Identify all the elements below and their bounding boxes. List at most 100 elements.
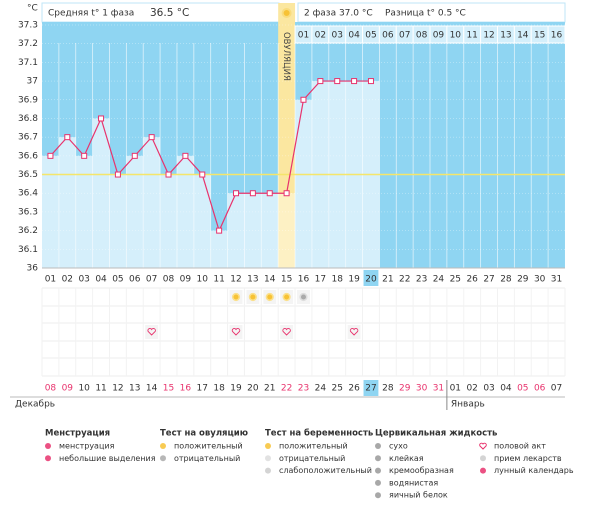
x-tick-label: 20 <box>365 275 377 285</box>
legend-icon <box>45 455 51 462</box>
phase2-day: 10 <box>450 31 462 41</box>
x-tick-label: 25 <box>450 275 461 285</box>
temp-line <box>49 80 371 233</box>
temp-point <box>165 171 172 178</box>
y-tick-label: 36.8 <box>18 114 38 124</box>
x-tick-label: 11 <box>213 275 224 285</box>
date: 03 <box>483 384 494 394</box>
heart <box>147 328 156 336</box>
unit: °C <box>27 4 38 14</box>
diff: Разница t° 0.5 °С <box>385 9 466 19</box>
date: 27 <box>365 384 376 394</box>
temp-bar <box>278 193 296 268</box>
x-tick-label: 21 <box>382 275 393 285</box>
legend-item: положительный <box>174 442 243 451</box>
x-tick-label: 23 <box>416 275 427 285</box>
temp-bar <box>58 137 76 268</box>
x-tick-label: 18 <box>331 275 343 285</box>
legend-icon <box>265 467 271 474</box>
temp-bar <box>92 118 110 268</box>
ovulation-test <box>299 292 308 302</box>
legend-item: небольшие выделения <box>59 454 156 463</box>
legend-item: яичный белок <box>389 491 448 500</box>
x-tick-label: 03 <box>78 275 89 285</box>
temp-bar <box>193 174 211 268</box>
date-highlight <box>363 380 379 396</box>
y-tick-label: 36.4 <box>18 189 38 199</box>
phase2-cell <box>547 25 566 44</box>
date: 17 <box>197 384 208 394</box>
x-tick-label: 05 <box>112 275 123 285</box>
date: 20 <box>247 384 259 394</box>
legend-icon <box>479 442 487 450</box>
y-tick-label: 36.9 <box>18 95 38 105</box>
legend-icon <box>375 467 381 474</box>
temp-point <box>182 152 189 159</box>
day-highlight <box>363 270 379 286</box>
legend-icon <box>375 479 381 486</box>
y-tick-label: 36.6 <box>18 151 38 161</box>
date: 07 <box>551 384 562 394</box>
date: 15 <box>163 384 174 394</box>
x-tick-label: 08 <box>163 275 175 285</box>
x-tick-label: 14 <box>264 275 276 285</box>
x-tick-label: 26 <box>466 275 478 285</box>
date: 23 <box>298 384 309 394</box>
date: 25 <box>331 384 342 394</box>
y-tick-label: 36.3 <box>18 207 38 217</box>
y-tick-label: 36.2 <box>18 226 38 236</box>
sun-icon <box>281 8 292 18</box>
y-tick-label: 36.1 <box>18 245 38 255</box>
x-tick-label: 27 <box>483 275 494 285</box>
legend-title: Цервикальная жидкость <box>375 429 497 439</box>
date: 14 <box>146 384 158 394</box>
legend-item: отрицательный <box>279 454 345 463</box>
date: 04 <box>500 384 512 394</box>
phase2-day: 02 <box>315 31 326 41</box>
phase2-day: 05 <box>365 31 376 41</box>
legend-icon <box>375 455 381 462</box>
temp-bar <box>227 193 245 268</box>
temp-point <box>367 78 374 85</box>
legend-item: слабоположительный <box>279 466 372 475</box>
heart <box>282 328 291 336</box>
x-tick-label: 29 <box>517 275 529 285</box>
legend-icon <box>265 455 271 462</box>
legend-icon <box>265 443 271 449</box>
y-tick-label: 37 <box>27 77 38 87</box>
x-tick-label: 22 <box>399 275 410 285</box>
legend-item: отрицательный <box>174 454 240 463</box>
date: 22 <box>281 384 292 394</box>
legend-icon <box>160 455 166 462</box>
temp-bar <box>176 155 194 268</box>
x-tick-label: 01 <box>45 275 56 285</box>
month: Январь <box>451 400 485 410</box>
x-tick-label: 12 <box>230 275 241 285</box>
x-tick-label: 16 <box>298 275 310 285</box>
phase1-value: 36.5 °С <box>150 7 189 19</box>
x-tick-label: 24 <box>433 275 445 285</box>
date: 05 <box>517 384 528 394</box>
y-tick-label: 36 <box>27 264 39 274</box>
legend-item: кремообразная <box>389 466 454 475</box>
date: 02 <box>466 384 477 394</box>
legend-item: клейкая <box>389 454 424 463</box>
temp-point <box>81 152 88 159</box>
temp-point <box>283 190 290 197</box>
x-tick-label: 15 <box>281 275 292 285</box>
legend-icon <box>480 467 486 474</box>
temp-bar <box>160 174 177 268</box>
temp-point <box>64 134 71 141</box>
ovulation-label: ОВУЛЯЦИЯ <box>281 32 291 81</box>
y-tick-label: 37.3 <box>18 21 38 31</box>
phase2: 2 фаза 37.0 °С <box>304 9 373 19</box>
x-tick-label: 17 <box>315 275 326 285</box>
temp-bar <box>42 155 59 268</box>
phase2-day: 09 <box>433 31 445 41</box>
ovulation-test <box>265 292 274 302</box>
temp-point <box>334 78 341 85</box>
x-tick-label: 30 <box>534 275 546 285</box>
date: 29 <box>399 384 411 394</box>
date: 13 <box>129 384 140 394</box>
